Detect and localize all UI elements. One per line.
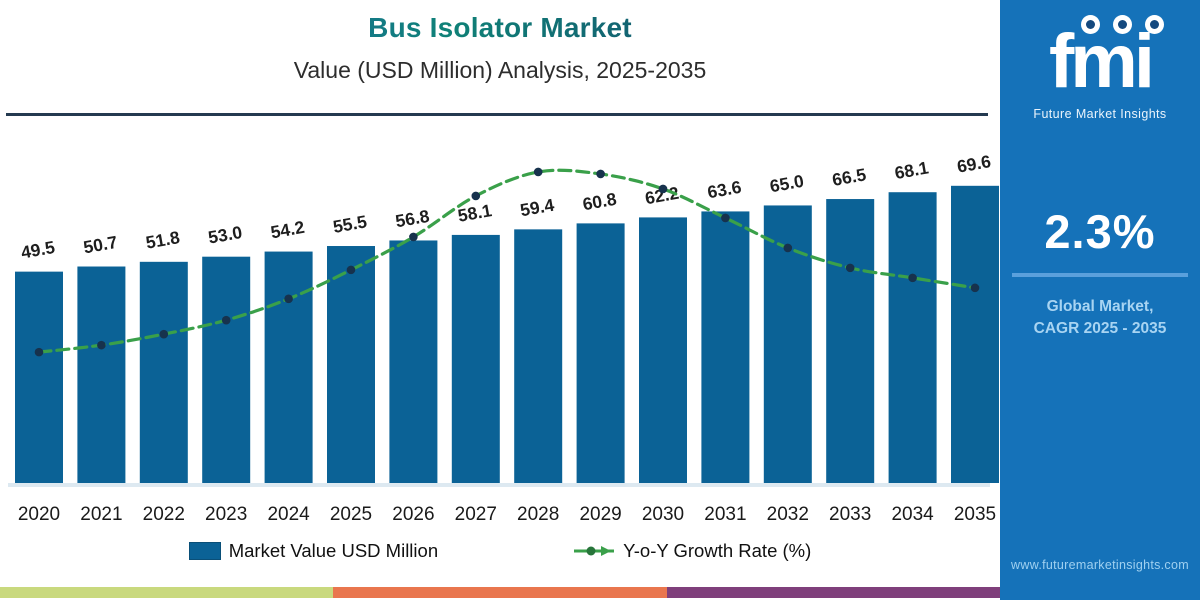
bar-2024 <box>264 251 313 483</box>
growth-marker <box>159 329 169 339</box>
page-title: Bus Isolator Market <box>0 12 1000 44</box>
bar-2025 <box>327 246 375 483</box>
bar-value-label: 69.6 <box>955 151 992 177</box>
year-label: 2022 <box>143 504 185 525</box>
bar-2034 <box>888 192 937 483</box>
bar-value-label: 49.5 <box>19 237 56 263</box>
logo-text: fmi <box>1049 19 1155 104</box>
bar-value-label: 54.2 <box>269 217 306 243</box>
bar-2028 <box>514 229 563 483</box>
year-label: 2029 <box>579 504 621 525</box>
logo-circle-icon <box>1113 15 1132 34</box>
bar-2030 <box>639 217 687 483</box>
growth-marker <box>658 184 668 194</box>
legend-item-market-value: Market Value USD Million <box>188 540 439 562</box>
bar-value-label: 65.0 <box>768 171 805 197</box>
caption-line2: CAGR 2025 - 2035 <box>1033 319 1167 337</box>
bar-2023 <box>202 256 251 483</box>
bar-value-label: 59.4 <box>519 195 556 221</box>
bar-value-label: 68.1 <box>893 157 930 183</box>
growth-marker <box>97 340 106 350</box>
chart-legend: Market Value USD Million Y-o-Y Growth Ra… <box>0 540 1000 562</box>
bar-2029 <box>576 223 625 483</box>
year-label: 2026 <box>392 504 434 525</box>
bar-2035 <box>951 185 999 484</box>
growth-marker <box>783 243 793 253</box>
website-link[interactable]: www.futuremarketinsights.com <box>1011 558 1189 572</box>
year-label: 2023 <box>205 504 247 525</box>
caption-line1: Global Market, <box>1046 298 1154 315</box>
growth-marker <box>533 167 543 177</box>
year-label: 2034 <box>891 504 934 525</box>
stripe-segment-purple <box>666 587 1000 598</box>
bar-2031 <box>701 211 750 483</box>
page-subtitle: Value (USD Million) Analysis, 2025-2035 <box>293 57 707 83</box>
year-label: 2025 <box>330 504 372 525</box>
bar-value-label: 55.5 <box>331 211 368 237</box>
bar-2026 <box>389 240 438 483</box>
legend-item-growth-rate: Y-o-Y Growth Rate (%) <box>573 540 811 562</box>
growth-marker <box>284 294 293 304</box>
sidebar-panel: fmi Future Market Insights 2.3% Global M… <box>1000 0 1200 600</box>
growth-marker <box>845 263 855 273</box>
logo-circle-icon <box>1145 15 1164 34</box>
bar-2033 <box>826 199 875 484</box>
growth-marker <box>471 191 481 201</box>
bar-swatch-icon <box>188 542 221 560</box>
bar-2021 <box>77 266 126 483</box>
growth-marker <box>970 283 980 293</box>
chart-plot: 49.5 2020 50.7 2021 51.8 2022 53.0 2023 54.2 2024… <box>8 151 999 525</box>
growth-marker <box>346 265 356 275</box>
year-label: 2024 <box>267 504 310 525</box>
year-label: 2032 <box>767 504 809 525</box>
legend-label-growth-rate: Y-o-Y Growth Rate (%) <box>623 540 812 561</box>
year-label: 2035 <box>954 504 996 525</box>
stripe-segment-orange <box>333 587 667 598</box>
axis-line <box>8 483 990 487</box>
growth-marker <box>34 347 44 357</box>
title-divider <box>6 113 988 116</box>
year-label: 2027 <box>455 504 497 525</box>
line-marker-icon <box>574 546 615 556</box>
footer-stripe <box>0 587 1000 598</box>
panel-divider <box>1012 273 1188 277</box>
year-label: 2028 <box>517 504 559 525</box>
cagr-stat: 2.3% <box>1044 205 1156 258</box>
bar-2022 <box>139 261 188 483</box>
growth-marker <box>221 315 231 325</box>
bar-value-label: 66.5 <box>831 164 868 190</box>
cagr-caption: Global Market, CAGR 2025 - 2035 <box>1000 296 1200 339</box>
year-label: 2033 <box>829 504 871 525</box>
fmi-logo: fmi Future Market Insights <box>1000 10 1200 128</box>
growth-marker <box>596 169 605 179</box>
bar-2027 <box>451 234 500 483</box>
year-label: 2020 <box>18 504 60 525</box>
bar-value-label: 63.6 <box>706 177 743 203</box>
bar-value-label: 56.8 <box>394 206 431 232</box>
bar-value-label: 50.7 <box>82 232 119 258</box>
growth-marker <box>721 213 730 223</box>
bar-value-label: 60.8 <box>581 189 618 215</box>
bar-2020 <box>15 271 63 483</box>
year-label: 2021 <box>80 504 122 525</box>
growth-marker <box>409 232 418 242</box>
bar-value-label: 51.8 <box>144 227 181 253</box>
logo-circle-icon <box>1081 15 1100 34</box>
growth-line <box>37 168 977 354</box>
chart-area: Bus Isolator Market Value (USD Million) … <box>0 12 1000 598</box>
bar-value-label: 53.0 <box>207 222 244 248</box>
growth-marker <box>908 273 917 283</box>
logo-subtext: Future Market Insights <box>1033 107 1167 121</box>
stripe-segment-green <box>0 587 334 598</box>
legend-label-market-value: Market Value USD Million <box>228 540 439 561</box>
year-label: 2030 <box>642 504 684 525</box>
year-label: 2031 <box>704 504 746 525</box>
